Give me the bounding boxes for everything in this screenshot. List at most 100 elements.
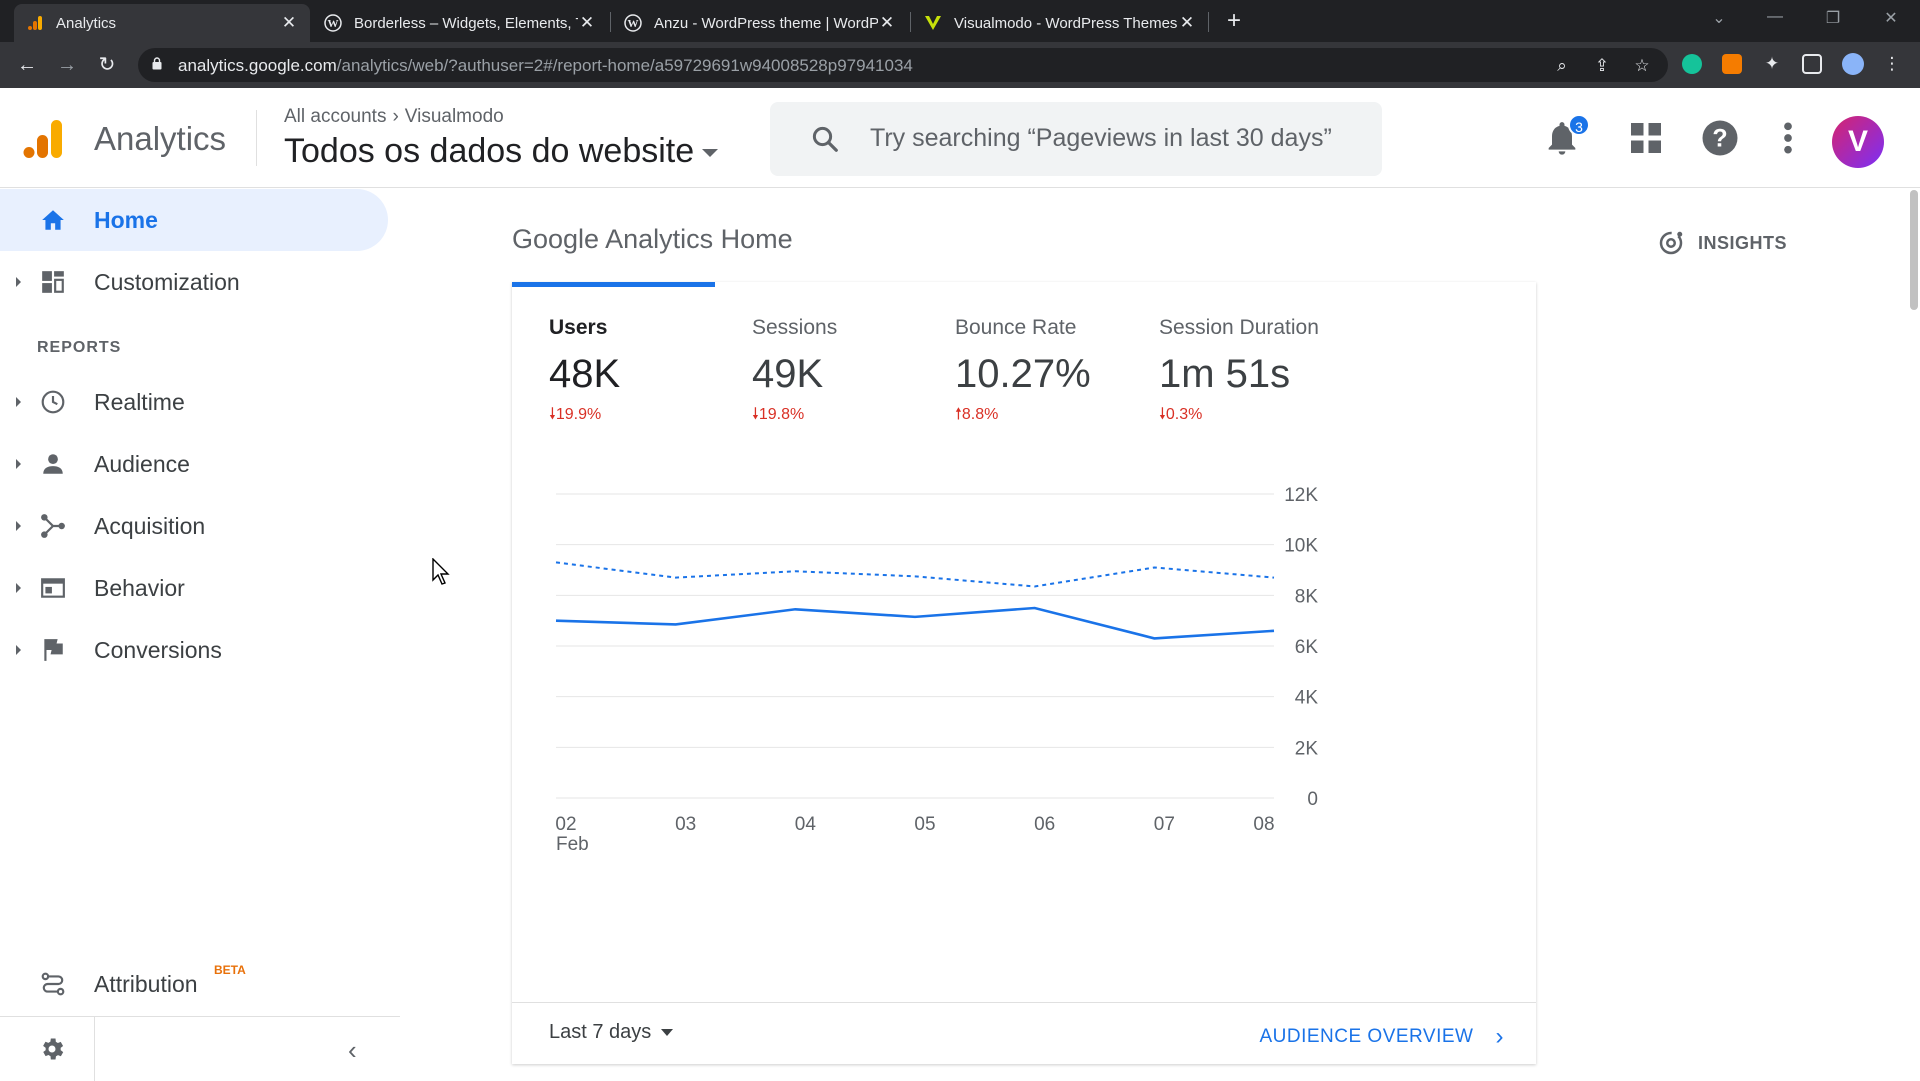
sidebar-item-conversions[interactable]: Conversions bbox=[0, 619, 388, 681]
metric-name: Sessions bbox=[752, 316, 838, 339]
metric-name: Bounce Rate bbox=[955, 316, 1077, 339]
metric-sessions[interactable]: Sessions 49K 🠗19.8% bbox=[752, 316, 952, 430]
help-icon[interactable]: ? bbox=[1700, 118, 1740, 158]
back-icon[interactable]: ← bbox=[17, 54, 37, 76]
extensions-puzzle-icon[interactable]: ✦ bbox=[1764, 54, 1780, 73]
address-bar[interactable]: analytics.google.com/analytics/web/?auth… bbox=[138, 48, 1668, 82]
x-tick-label: 07 bbox=[1154, 814, 1175, 835]
metric-value: 49K bbox=[752, 352, 824, 396]
apps-grid-icon[interactable] bbox=[1626, 118, 1666, 158]
x-tick-label: 05 bbox=[914, 814, 935, 835]
close-icon[interactable]: ✕ bbox=[1179, 13, 1195, 32]
sidebar-item-label: Behavior bbox=[94, 574, 185, 601]
tab-separator bbox=[610, 12, 611, 32]
extension-icon[interactable] bbox=[1722, 54, 1742, 74]
profile-icon[interactable] bbox=[1842, 53, 1864, 75]
product-name: Analytics bbox=[94, 120, 227, 157]
sidebar-item-realtime[interactable]: Realtime bbox=[0, 371, 388, 433]
browser-menu-icon[interactable]: ⋮ bbox=[1883, 54, 1901, 73]
sidebar: Home Customization REPORTS Realtime Audi… bbox=[0, 189, 400, 1081]
browser-tab-borderless[interactable]: W Borderless – Widgets, Elements, T ✕ bbox=[312, 4, 608, 42]
avatar[interactable]: V bbox=[1832, 116, 1884, 168]
grammarly-extension-icon[interactable] bbox=[1682, 54, 1702, 74]
collapse-sidebar-chevron-left-icon[interactable]: ‹ bbox=[348, 1035, 357, 1065]
tab-search-icon[interactable]: ⌄ bbox=[1712, 10, 1726, 27]
metric-session-duration[interactable]: Session Duration 1m 51s 🠗0.3% bbox=[1159, 316, 1359, 430]
audience-overview-label: AUDIENCE OVERVIEW bbox=[1259, 1026, 1474, 1047]
side-panel-icon[interactable] bbox=[1802, 54, 1822, 74]
insights-button[interactable]: INSIGHTS bbox=[1656, 228, 1787, 258]
new-tab-button[interactable]: + bbox=[1226, 7, 1241, 34]
gear-icon[interactable] bbox=[38, 1035, 66, 1063]
view-selector[interactable]: Todos os dados do website bbox=[284, 132, 719, 171]
browser-tab-visualmodo[interactable]: Visualmodo - WordPress Themes ✕ bbox=[912, 4, 1208, 42]
browser-tab-analytics[interactable]: Analytics ✕ bbox=[14, 4, 310, 42]
close-icon[interactable]: ✕ bbox=[879, 13, 895, 32]
x-tick-label: 06 bbox=[1034, 814, 1055, 835]
caret-down-icon bbox=[661, 1029, 674, 1037]
sidebar-item-label: Home bbox=[94, 206, 158, 233]
reload-icon[interactable]: ↻ bbox=[98, 54, 116, 76]
bookmark-star-icon[interactable]: ☆ bbox=[1634, 56, 1650, 75]
x-tick-label: 03 bbox=[675, 814, 696, 835]
minimize-icon[interactable]: — bbox=[1767, 8, 1783, 25]
page-scrollbar[interactable] bbox=[1910, 190, 1918, 310]
reports-section-header: REPORTS bbox=[37, 339, 122, 356]
notification-badge: 3 bbox=[1568, 114, 1590, 136]
x-tick-sublabel: Feb bbox=[556, 834, 589, 855]
breadcrumb[interactable]: All accounts › Visualmodo bbox=[284, 106, 504, 128]
sidebar-item-home[interactable]: Home bbox=[0, 189, 388, 251]
tab-separator bbox=[910, 12, 911, 32]
url-text: analytics.google.com/analytics/web/?auth… bbox=[178, 56, 913, 76]
share-icon[interactable]: ⇪ bbox=[1594, 56, 1610, 75]
analytics-header: Analytics All accounts › Visualmodo Todos … bbox=[0, 88, 1920, 188]
sidebar-item-label: Audience bbox=[94, 450, 190, 477]
comparison-series-line bbox=[555, 561, 1275, 588]
expand-arrow-icon bbox=[16, 277, 21, 287]
dashboard-icon bbox=[40, 269, 66, 295]
metric-change-value: 0.3% bbox=[1165, 406, 1203, 423]
y-tick-label: 12K bbox=[1284, 485, 1318, 506]
analytics-logo-icon[interactable] bbox=[22, 118, 64, 160]
metric-change-value: 8.8% bbox=[961, 406, 999, 423]
sidebar-item-attribution[interactable]: Attribution BETA bbox=[0, 953, 388, 1015]
window-close-icon[interactable]: ✕ bbox=[1884, 10, 1898, 27]
behavior-icon bbox=[40, 575, 66, 601]
zoom-icon[interactable]: ⌕ bbox=[1557, 56, 1567, 75]
sidebar-item-label: Realtime bbox=[94, 388, 185, 415]
sidebar-item-behavior[interactable]: Behavior bbox=[0, 557, 388, 619]
search-input[interactable]: Try searching “Pageviews in last 30 days… bbox=[770, 102, 1382, 176]
x-tick-label: 02 bbox=[555, 814, 576, 835]
card-footer: Last 7 days AUDIENCE OVERVIEW › bbox=[512, 1002, 1536, 1064]
search-placeholder: Try searching “Pageviews in last 30 days… bbox=[870, 124, 1332, 152]
acquisition-icon bbox=[40, 513, 66, 539]
page-title: Google Analytics Home bbox=[512, 224, 793, 254]
expand-arrow-icon bbox=[16, 645, 21, 655]
url-path: /analytics/web/?authuser=2#/report-home/… bbox=[336, 56, 913, 75]
close-icon[interactable]: ✕ bbox=[579, 13, 595, 32]
metric-change: 🠗19.8% bbox=[752, 403, 952, 430]
sidebar-item-audience[interactable]: Audience bbox=[0, 433, 388, 495]
home-icon bbox=[40, 207, 66, 233]
sidebar-item-acquisition[interactable]: Acquisition bbox=[0, 495, 388, 557]
expand-arrow-icon bbox=[16, 397, 21, 407]
breadcrumb-account[interactable]: All accounts bbox=[284, 106, 387, 127]
more-vert-icon[interactable] bbox=[1768, 118, 1808, 158]
close-icon[interactable]: ✕ bbox=[281, 13, 297, 32]
clock-icon bbox=[40, 389, 66, 415]
audience-overview-link[interactable]: AUDIENCE OVERVIEW › bbox=[1259, 1023, 1504, 1051]
analytics-icon bbox=[26, 14, 44, 32]
expand-arrow-icon bbox=[16, 459, 21, 469]
y-tick-label: 10K bbox=[1284, 536, 1318, 557]
metric-users[interactable]: Users 48K 🠗19.9% bbox=[549, 316, 749, 430]
sidebar-item-label: Customization bbox=[94, 268, 240, 295]
forward-icon[interactable]: → bbox=[57, 54, 77, 76]
sidebar-item-customization[interactable]: Customization bbox=[0, 251, 388, 313]
restore-icon[interactable]: ❐ bbox=[1825, 10, 1841, 27]
metric-change: 🠕8.8% bbox=[955, 403, 1155, 430]
metric-bounce-rate[interactable]: Bounce Rate 10.27% 🠕8.8% bbox=[955, 316, 1155, 430]
breadcrumb-property[interactable]: Visualmodo bbox=[404, 106, 504, 127]
browser-tab-anzu[interactable]: W Anzu - WordPress theme | WordP ✕ bbox=[612, 4, 908, 42]
date-range-dropdown[interactable]: Last 7 days bbox=[549, 1021, 674, 1044]
users-line-chart: 0 2K 4K 6K 8K 10K 12K 02 03 04 05 06 07 08 Feb bbox=[555, 485, 1318, 855]
